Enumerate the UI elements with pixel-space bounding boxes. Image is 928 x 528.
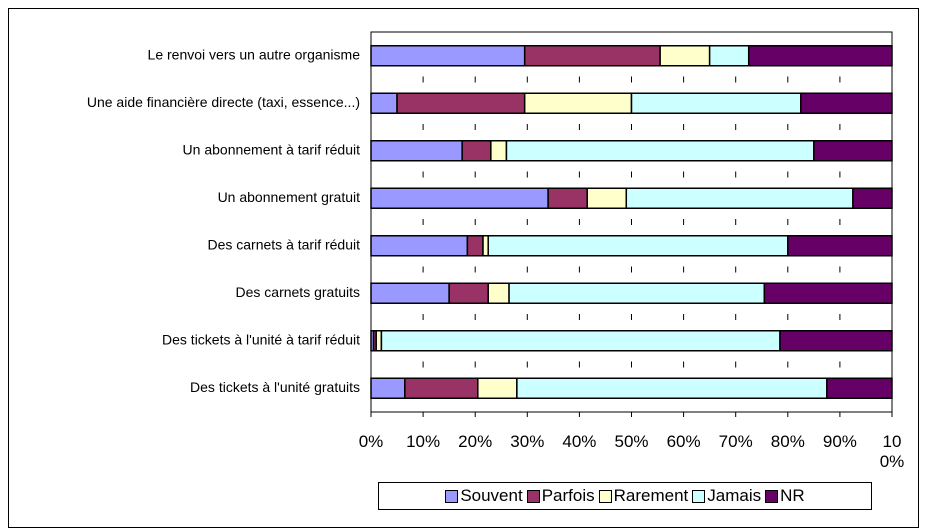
category-label: Des tickets à l'unité à tarif réduit xyxy=(162,331,360,347)
bar-segment xyxy=(747,45,893,67)
bar-segment xyxy=(370,92,398,114)
bar-segment xyxy=(625,187,854,209)
legend-swatch xyxy=(598,489,612,503)
legend-swatch xyxy=(445,489,459,503)
category-label: Le renvoi vers un autre organisme xyxy=(148,46,361,62)
bar-segment xyxy=(547,187,588,209)
bar-segment xyxy=(630,92,802,114)
bar-segment xyxy=(487,282,510,304)
x-tick-label: 0% xyxy=(358,432,384,451)
bar-segment xyxy=(448,282,489,304)
bar-segment xyxy=(370,235,469,257)
bar-segment xyxy=(487,235,789,257)
bar-segment xyxy=(482,235,489,257)
bar-segment xyxy=(586,187,628,209)
bar-segment xyxy=(370,282,450,304)
x-tick-label: 70% xyxy=(718,432,753,451)
bar-segment xyxy=(508,282,766,304)
bar-segment xyxy=(477,377,518,399)
x-tick-label: 90% xyxy=(822,432,857,451)
bar-segment xyxy=(461,140,492,162)
bar-segment xyxy=(800,92,893,114)
bar-segment xyxy=(370,45,526,67)
legend-swatch xyxy=(765,489,779,503)
legend-label: Parfois xyxy=(541,486,595,505)
bar-segment xyxy=(659,45,711,67)
legend-item: NR xyxy=(765,486,805,506)
legend-label: Souvent xyxy=(460,486,523,505)
bar-segment xyxy=(396,92,526,114)
bar-segment xyxy=(523,92,633,114)
x-tick-label: 30% xyxy=(510,432,545,451)
chart: Le renvoi vers un autre organisme Une aid… xyxy=(87,31,893,417)
bar-segment xyxy=(787,235,893,257)
category-label: Des carnets gratuits xyxy=(236,284,361,300)
legend-item: Rarement xyxy=(598,486,689,506)
bar-segment xyxy=(763,282,893,304)
legend-swatch xyxy=(526,489,540,503)
legend: Souvent Parfois Rarement Jamais NR xyxy=(378,482,872,510)
category-label: Un abonnement à tarif réduit xyxy=(183,141,361,157)
legend-item: Jamais xyxy=(692,486,761,506)
x-tick-label: 20% xyxy=(458,432,493,451)
bar-segment xyxy=(370,140,463,162)
bar-segment xyxy=(375,330,383,352)
bar-segment xyxy=(523,45,661,67)
page: {"chart_data": {"type": "stacked-bar-hor… xyxy=(8,8,919,528)
x-tick-label: 50% xyxy=(614,432,649,451)
bar-segment xyxy=(852,187,893,209)
x-tick-label: 10% xyxy=(406,432,441,451)
x-tick-label: 60% xyxy=(666,432,701,451)
legend-item: Souvent xyxy=(445,486,523,506)
category-label: Des tickets à l'unité gratuits xyxy=(190,379,360,395)
x-tick-label: 40% xyxy=(562,432,597,451)
category-label: Un abonnement gratuit xyxy=(218,189,361,205)
category-label: Une aide financière directe (taxi, essen… xyxy=(87,94,360,110)
bar-segment xyxy=(826,377,893,399)
bar-segment xyxy=(505,140,815,162)
bar-segment xyxy=(813,140,893,162)
legend-label: Jamais xyxy=(707,486,762,505)
bar-segment xyxy=(516,377,828,399)
bar-segment xyxy=(466,235,484,257)
legend-label: NR xyxy=(780,486,805,505)
bar-segment xyxy=(380,330,781,352)
legend-label: Rarement xyxy=(613,486,689,505)
legend-item: Parfois xyxy=(526,486,595,506)
bar-segment xyxy=(779,330,893,352)
category-label: Des carnets à tarif réduit xyxy=(207,236,360,252)
legend-swatch xyxy=(692,489,706,503)
bar-segment xyxy=(404,377,479,399)
x-tick-label: 80% xyxy=(770,432,805,451)
x-tick-label: 100% xyxy=(879,432,905,471)
bar-segment xyxy=(490,140,508,162)
bar-segment xyxy=(370,377,406,399)
bar-segment xyxy=(708,45,750,67)
bar-segment xyxy=(370,187,549,209)
